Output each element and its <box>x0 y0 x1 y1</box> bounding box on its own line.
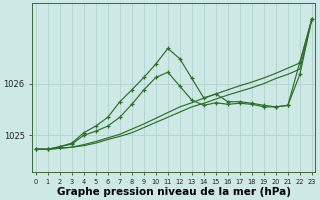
X-axis label: Graphe pression niveau de la mer (hPa): Graphe pression niveau de la mer (hPa) <box>57 187 291 197</box>
